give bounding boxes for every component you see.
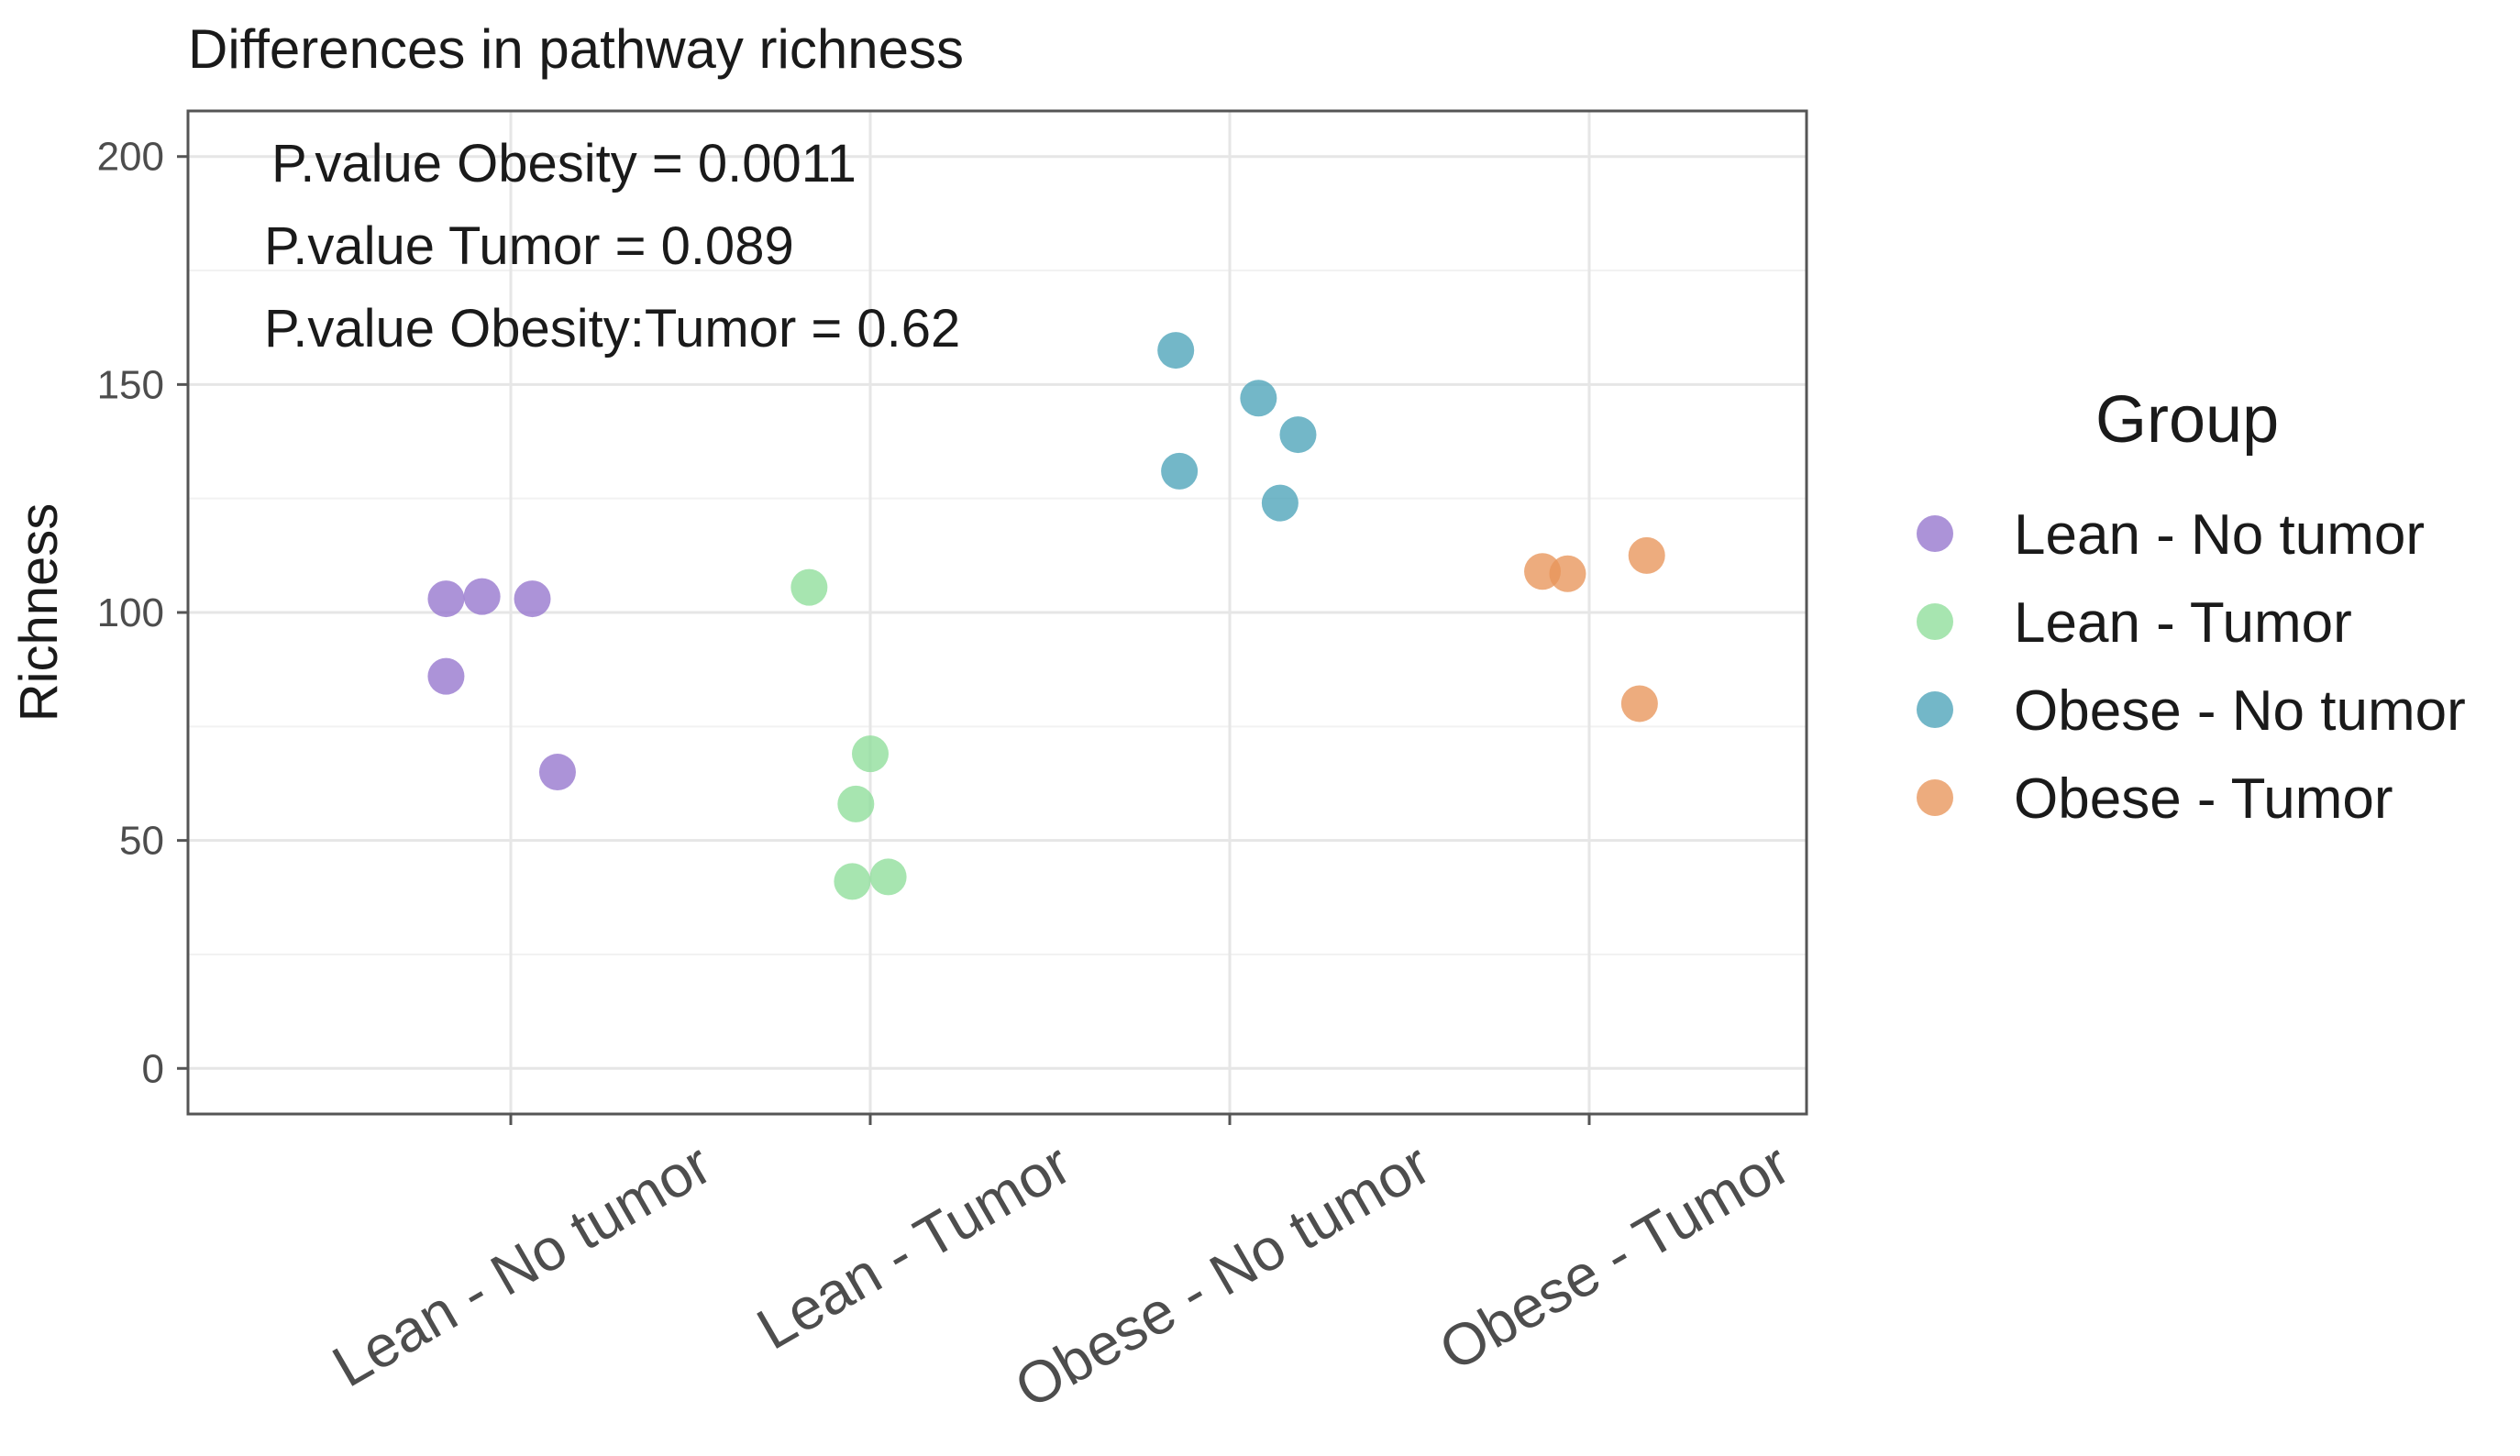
chart-title: Differences in pathway richness (188, 18, 964, 80)
p-value-annotation: P.value Obesity:Tumor = 0.62 (264, 299, 960, 358)
data-point (514, 580, 551, 618)
data-point (1261, 484, 1299, 522)
data-point (1279, 416, 1317, 454)
data-point (1628, 536, 1665, 574)
x-tick-label: Obese - Tumor (1429, 1131, 1801, 1384)
legend-label: Obese - No tumor (2014, 679, 2466, 743)
y-tick-label: 50 (119, 819, 164, 864)
legend-label: Lean - Tumor (2014, 591, 2352, 655)
legend-items: Lean - No tumor Lean - Tumor Obese - No tu… (1917, 503, 2466, 831)
legend-swatch (1917, 779, 1953, 816)
y-tick-label: 0 (142, 1046, 164, 1091)
annotations: P.value Obesity = 0.0011 P.value Tumor = … (264, 134, 960, 358)
data-point (1157, 332, 1195, 370)
legend: Group Lean - No tumor Lean - Tumor Obese -… (1917, 383, 2466, 831)
legend-label: Lean - No tumor (2014, 503, 2425, 567)
data-point (1240, 380, 1277, 417)
p-value-annotation: P.value Obesity = 0.0011 (271, 134, 857, 193)
data-point (427, 580, 465, 618)
legend-swatch (1917, 603, 1953, 640)
legend-swatch (1917, 691, 1953, 728)
data-point (1549, 555, 1586, 592)
x-tick-label: Lean - Tumor (746, 1131, 1082, 1362)
data-point (463, 578, 501, 615)
data-point (852, 735, 889, 773)
p-value-annotation: P.value Tumor = 0.089 (264, 216, 794, 276)
y-axis: 0 50 100 150 200 (97, 135, 188, 1091)
data-point (869, 858, 907, 896)
y-axis-label: Richness (9, 503, 69, 722)
data-point (427, 657, 465, 695)
data-point (538, 754, 576, 791)
x-tick-label: Lean - No tumor (322, 1131, 722, 1400)
y-tick-label: 200 (97, 135, 164, 180)
data-points (427, 332, 1665, 900)
y-tick-label: 150 (97, 362, 164, 407)
data-point (790, 568, 828, 606)
data-point (837, 785, 875, 822)
data-point (1620, 685, 1658, 722)
data-point (1161, 452, 1199, 490)
legend-swatch (1917, 515, 1953, 552)
legend-label: Obese - Tumor (2014, 767, 2393, 831)
y-tick-label: 100 (97, 590, 164, 635)
data-point (834, 863, 871, 900)
legend-title: Group (2095, 383, 2279, 457)
